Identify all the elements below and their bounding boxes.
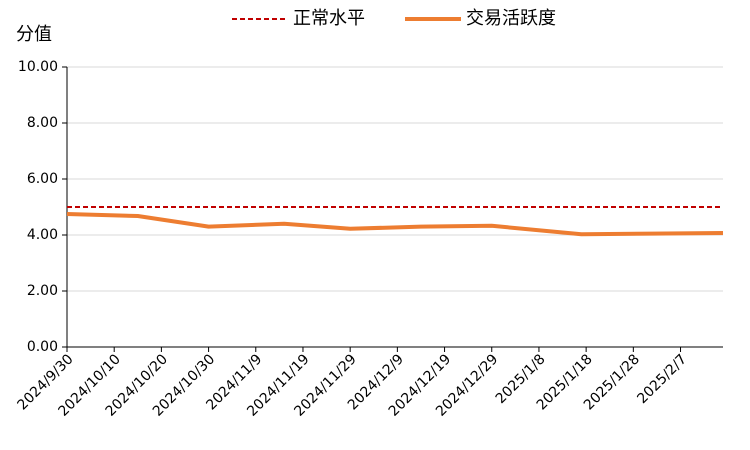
y-tick-label: 6.00	[27, 171, 58, 187]
y-tick-label: 4.00	[27, 227, 58, 243]
series-line	[66, 212, 724, 237]
y-axis-label: 分值	[16, 24, 52, 45]
x-tick-label: 2025/2/7	[634, 351, 690, 407]
y-tick-label: 10.00	[18, 59, 58, 75]
legend-label: 交易活跃度	[466, 8, 556, 29]
y-tick-label: 0.00	[27, 339, 58, 355]
legend-label: 正常水平	[293, 8, 365, 29]
y-tick-label: 8.00	[27, 115, 58, 131]
y-tick-label: 2.00	[27, 283, 58, 299]
